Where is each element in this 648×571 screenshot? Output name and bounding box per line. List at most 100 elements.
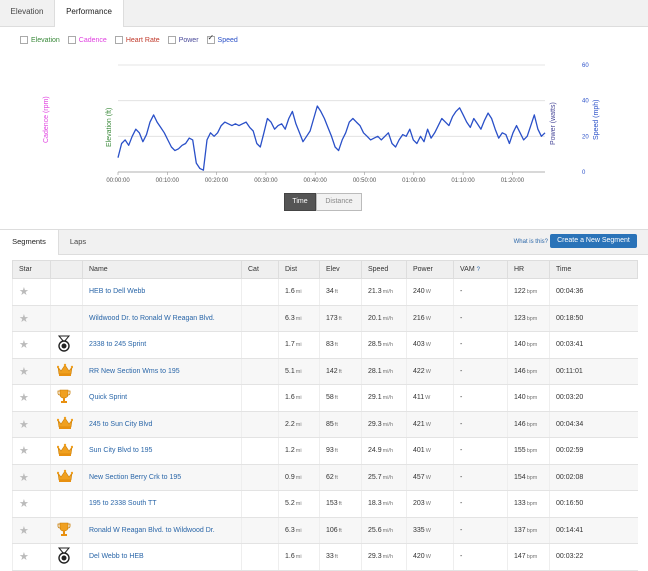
legend-cadence[interactable]: Cadence: [67, 35, 107, 45]
time-cell: 00:04:36: [549, 278, 638, 306]
checkbox-icon[interactable]: [20, 36, 28, 44]
segment-name-link[interactable]: 245 to Sun City Blvd: [89, 420, 153, 428]
hr-cell: 123bpm: [507, 305, 550, 332]
segment-name-link[interactable]: 195 to 2338 South TT: [89, 500, 157, 508]
cat-cell: [241, 305, 279, 332]
table-row[interactable]: ★ 245 to Sun City Blvd 2.2mi 85ft 29.3mi/h 42…: [12, 411, 638, 438]
star-icon[interactable]: ★: [19, 551, 29, 564]
tab-elevation[interactable]: Elevation: [10, 7, 44, 16]
col-name[interactable]: Name: [82, 260, 242, 279]
star-icon[interactable]: ★: [19, 286, 29, 299]
vam-cell: -: [453, 464, 508, 491]
legend-elevation[interactable]: Elevation: [20, 35, 60, 45]
dist-value: 2.2: [285, 420, 295, 428]
star-icon[interactable]: ★: [19, 339, 29, 352]
tab-performance[interactable]: Performance: [54, 0, 124, 27]
star-icon[interactable]: ★: [19, 471, 29, 484]
star-icon[interactable]: ★: [19, 418, 29, 431]
checkbox-icon[interactable]: [206, 33, 215, 44]
col-speed[interactable]: Speed: [361, 260, 407, 279]
speed-cell: 28.5mi/h: [361, 331, 407, 359]
tab-laps[interactable]: Laps: [69, 237, 87, 246]
power-unit: W: [425, 527, 431, 534]
hr-unit: bpm: [526, 421, 538, 428]
x-tick-label: 00:00:00: [106, 178, 130, 184]
vam-help-icon[interactable]: ?: [476, 267, 480, 273]
speed-axis-title: Speed (mph): [593, 99, 600, 140]
hr-unit: bpm: [526, 342, 538, 349]
star-icon[interactable]: ★: [19, 392, 29, 405]
speed-unit: mi/h: [382, 527, 394, 534]
y-tick-label: 20: [582, 134, 589, 140]
x-tick-label: 00:20:00: [205, 178, 229, 184]
time-cell: 00:03:20: [549, 384, 638, 412]
legend-heart-rate[interactable]: Heart Rate: [114, 35, 160, 45]
star-cell: ★: [12, 358, 51, 385]
elev-unit: ft: [334, 421, 338, 428]
table-row[interactable]: ★ Del Webb to HEB 1.6mi 33ft 29.3mi/h 420W -14…: [12, 543, 638, 571]
star-cell: ★: [12, 464, 51, 491]
table-row[interactable]: ★ 2338 to 245 Sprint 1.7mi 83ft 28.5mi/h 403W…: [12, 331, 638, 359]
star-icon[interactable]: ★: [19, 498, 29, 511]
hr-unit: bpm: [526, 501, 538, 508]
table-row[interactable]: ★ Ronald W Reagan Blvd. to Wildwood Dr. 6.…: [12, 517, 638, 544]
hr-cell: 154bpm: [507, 464, 550, 491]
segment-name-link[interactable]: HEB to Dell Webb: [89, 288, 146, 296]
col-star[interactable]: Star: [12, 260, 51, 279]
table-row[interactable]: ★ New Section Berry Crk to 195 0.9mi 62ft 25…: [12, 464, 638, 491]
checkbox-icon[interactable]: [67, 36, 76, 44]
segment-name-link[interactable]: Del Webb to HEB: [89, 553, 144, 561]
legend-power[interactable]: Power: [167, 35, 199, 45]
checkbox-icon[interactable]: [167, 36, 176, 44]
segment-name-link[interactable]: RR New Section Wms to 195: [89, 367, 180, 375]
elev-unit: ft: [334, 395, 338, 402]
elev-unit: ft: [334, 474, 338, 481]
dist-cell: 6.3mi: [278, 517, 320, 544]
col-elev[interactable]: Elev: [319, 260, 362, 279]
star-icon[interactable]: ★: [19, 524, 29, 537]
segment-name-link[interactable]: Quick Sprint: [89, 394, 128, 402]
legend-label: Speed: [217, 36, 238, 44]
checkbox-icon[interactable]: [114, 36, 123, 44]
table-row[interactable]: ★ HEB to Dell Webb 1.6mi 34ft 21.3mi/h 240W -1…: [12, 278, 638, 306]
col-vam-label: VAM: [460, 266, 475, 273]
trophy-icon: [57, 389, 71, 406]
star-icon[interactable]: ★: [19, 445, 29, 458]
create-segment-button[interactable]: Create a New Segment: [550, 234, 637, 248]
time-button[interactable]: Time: [284, 193, 316, 211]
segment-name-link[interactable]: Ronald W Reagan Blvd. to Wildwood Dr.: [89, 526, 215, 534]
star-cell: ★: [12, 384, 51, 412]
table-row[interactable]: ★ 195 to 2338 South TT 5.2mi 153ft 18.3mi/h 2…: [12, 490, 638, 518]
elev-value: 58: [326, 394, 334, 402]
legend-label: Heart Rate: [125, 36, 160, 44]
elev-cell: 173ft: [319, 305, 362, 332]
col-cat[interactable]: Cat: [241, 260, 279, 279]
time-cell: 00:11:01: [549, 358, 638, 385]
power-unit: W: [425, 395, 431, 402]
col-time[interactable]: Time: [549, 260, 638, 279]
segment-name-link[interactable]: Sun City Blvd to 195: [89, 447, 153, 455]
crown-icon: [56, 470, 74, 485]
legend-speed[interactable]: Speed: [206, 33, 238, 45]
segment-name-link[interactable]: Wildwood Dr. to Ronald W Reagan Blvd.: [89, 314, 215, 322]
col-hr[interactable]: HR: [507, 260, 550, 279]
vam-cell: -: [453, 437, 508, 465]
star-icon[interactable]: ★: [19, 365, 29, 378]
col-dist[interactable]: Dist: [278, 260, 320, 279]
distance-button[interactable]: Distance: [316, 193, 362, 211]
power-unit: W: [425, 554, 431, 561]
table-row[interactable]: ★ RR New Section Wms to 195 5.1mi 142ft 28.1…: [12, 358, 638, 385]
table-row[interactable]: ★ Sun City Blvd to 195 1.2mi 93ft 24.9mi/h 40…: [12, 437, 638, 465]
segment-name-link[interactable]: 2338 to 245 Sprint: [89, 341, 147, 349]
speed-cell: 21.3mi/h: [361, 278, 407, 306]
power-value: 216: [413, 314, 425, 322]
col-power[interactable]: Power: [406, 260, 454, 279]
col-vam[interactable]: VAM ?: [453, 260, 508, 279]
what-is-this-link[interactable]: What is this?: [513, 239, 548, 245]
table-row[interactable]: ★ Quick Sprint 1.6mi 58ft 29.1mi/h 411W -140bp…: [12, 384, 638, 412]
star-icon[interactable]: ★: [19, 312, 29, 325]
elev-unit: ft: [338, 368, 342, 375]
tab-segments[interactable]: Segments: [0, 230, 59, 255]
segment-name-link[interactable]: New Section Berry Crk to 195: [89, 473, 182, 481]
table-row[interactable]: ★ Wildwood Dr. to Ronald W Reagan Blvd. 6.…: [12, 305, 638, 332]
